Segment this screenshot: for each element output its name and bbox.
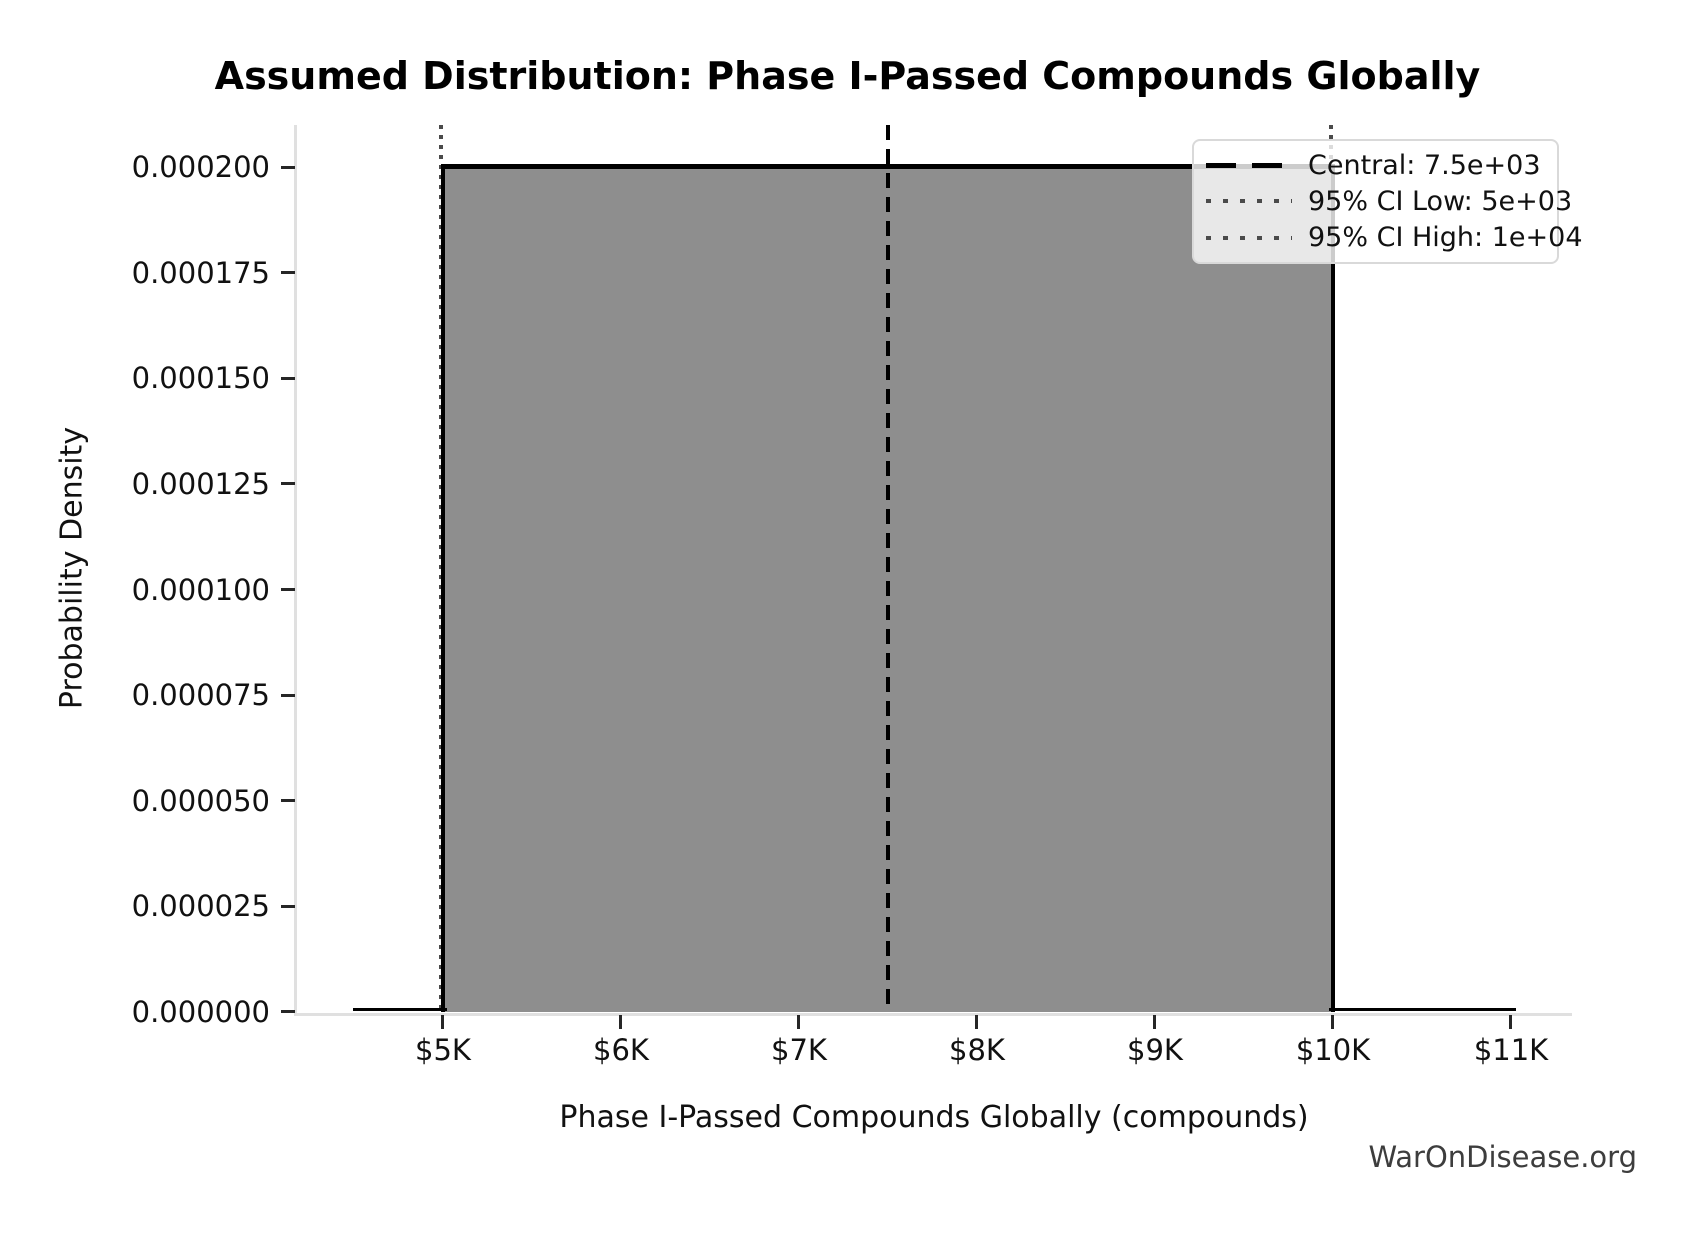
chart-title: Assumed Distribution: Phase I-Passed Com… [214,54,1481,98]
y-tick-mark [281,1010,295,1013]
y-tick-mark [281,166,295,169]
x-axis-spine [294,1013,1572,1016]
y-tick-label: 0.000050 [131,784,270,818]
legend: Central: 7.5e+03 95% CI Low: 5e+03 95% C… [1192,139,1583,264]
y-axis-spine [294,125,297,1015]
pdf-zero-line-left [353,1008,447,1011]
watermark-text: WarOnDisease.org [1368,1140,1637,1174]
legend-label: 95% CI Low: 5e+03 [1308,185,1573,217]
x-tick-mark [619,1015,622,1029]
x-tick-label: $7K [771,1033,827,1067]
x-tick-label: $9K [1127,1033,1183,1067]
y-tick-mark [281,588,295,591]
legend-label: Central: 7.5e+03 [1308,149,1541,181]
legend-label: 95% CI High: 1e+04 [1308,222,1583,254]
y-tick-mark [281,377,295,380]
x-tick-mark [797,1015,800,1029]
x-tick-mark [975,1015,978,1029]
y-tick-label: 0.000150 [131,361,270,395]
dotted-line-sample-icon [1206,235,1292,240]
y-axis-label: Probability Density [54,426,90,710]
y-tick-mark [281,905,295,908]
x-tick-label: $11K [1473,1033,1549,1067]
x-tick-mark [1509,1015,1512,1029]
y-tick-label: 0.000100 [131,573,270,607]
y-tick-mark [281,694,295,697]
dashed-line-sample-icon [1206,162,1292,168]
y-tick-mark [281,799,295,802]
y-tick-label: 0.000000 [131,995,270,1029]
pdf-zero-line-right [1329,1008,1516,1011]
y-tick-label: 0.000125 [131,467,270,501]
y-tick-label: 0.000200 [131,150,270,184]
y-tick-mark [281,271,295,274]
legend-entry-ci-low: 95% CI Low: 5e+03 [1206,183,1572,219]
x-tick-label: $8K [949,1033,1005,1067]
x-tick-mark [441,1015,444,1029]
x-axis-label: Phase I-Passed Compounds Globally (compo… [559,1100,1309,1135]
dotted-line-sample-icon [1206,199,1292,204]
x-tick-label: $10K [1295,1033,1371,1067]
y-tick-mark [281,482,295,485]
y-tick-label: 0.000025 [131,889,270,923]
y-tick-label: 0.000075 [131,678,270,712]
legend-entry-ci-high: 95% CI High: 1e+04 [1206,220,1583,256]
x-tick-label: $6K [593,1033,649,1067]
x-tick-mark [1153,1015,1156,1029]
central-dashed-line [886,125,890,1013]
x-tick-label: $5K [415,1033,471,1067]
y-tick-label: 0.000175 [131,256,270,290]
x-tick-mark [1331,1015,1334,1029]
legend-entry-central: Central: 7.5e+03 [1206,147,1547,183]
